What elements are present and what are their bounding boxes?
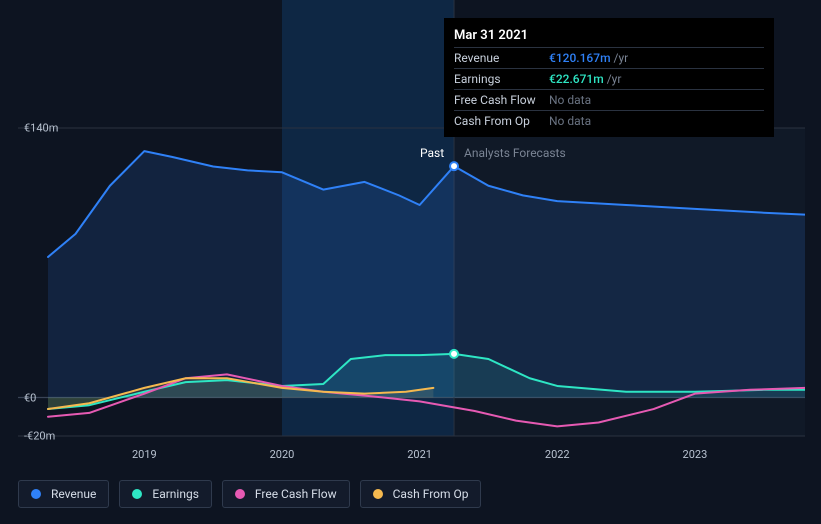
x-tick-label: 2021 [407,448,432,461]
tooltip-row-label: Earnings [454,72,549,86]
y-tick-label: €140m [24,122,58,135]
legend-dot-icon [373,489,383,499]
chart-tooltip: Mar 31 2021 Revenue€120.167m/yrEarnings€… [444,18,774,137]
legend-item-cfo[interactable]: Cash From Op [360,480,482,508]
tooltip-row: Revenue€120.167m/yr [454,47,764,68]
legend-item-fcf[interactable]: Free Cash Flow [222,480,350,508]
legend-dot-icon [31,489,41,499]
legend-item-revenue[interactable]: Revenue [18,480,109,508]
y-tick-label: €0 [24,391,36,404]
chart-legend: Revenue Earnings Free Cash Flow Cash From O… [18,480,481,508]
x-tick-label: 2019 [132,448,157,461]
tooltip-row-value: €22.671m [549,72,604,86]
tooltip-row-label: Free Cash Flow [454,93,549,107]
region-label-past: Past [420,146,444,160]
legend-item-earnings[interactable]: Earnings [119,480,212,508]
tooltip-row-label: Cash From Op [454,114,549,128]
x-tick-label: 2020 [270,448,295,461]
tooltip-row-nodata: No data [549,93,591,107]
y-tick-label: -€20m [24,430,55,443]
legend-dot-icon [132,489,142,499]
x-tick-label: 2023 [683,448,708,461]
tooltip-row-label: Revenue [454,51,549,65]
tooltip-row: Cash From OpNo data [454,110,764,131]
legend-dot-icon [235,489,245,499]
tooltip-title: Mar 31 2021 [454,24,764,47]
tooltip-row-value: €120.167m [549,51,611,65]
tooltip-row: Earnings€22.671m/yr [454,68,764,89]
tooltip-row: Free Cash FlowNo data [454,89,764,110]
legend-label: Earnings [152,487,199,501]
legend-label: Cash From Op [393,487,469,501]
tooltip-row-unit: /yr [614,51,629,65]
tooltip-row-nodata: No data [549,114,591,128]
x-tick-label: 2022 [545,448,570,461]
legend-label: Revenue [51,487,96,501]
region-label-forecast: Analysts Forecasts [464,146,566,160]
tooltip-row-unit: /yr [607,72,622,86]
legend-label: Free Cash Flow [255,487,337,501]
